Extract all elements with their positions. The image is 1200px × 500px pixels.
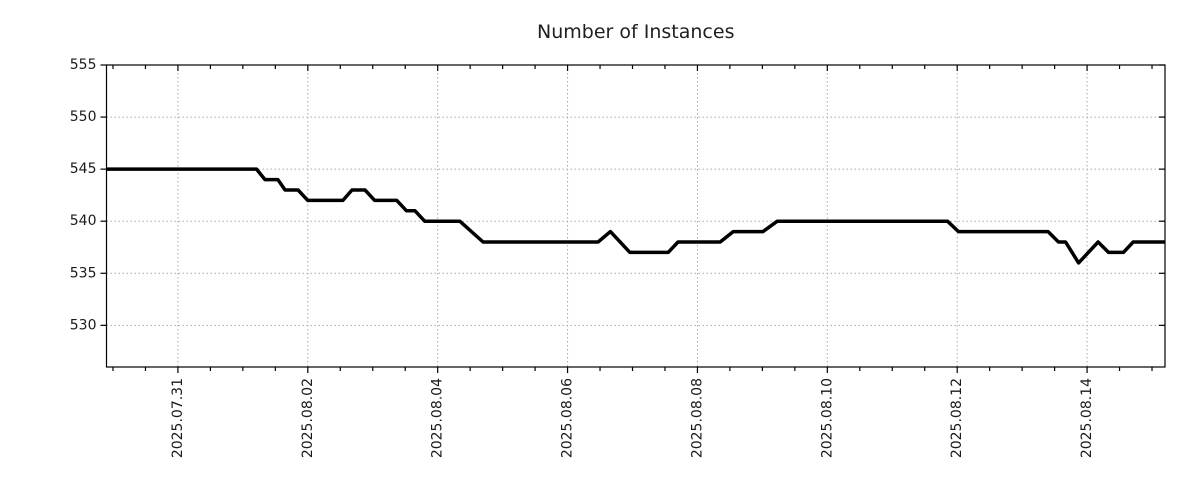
- x-tick-label: 2025.08.02: [300, 378, 316, 458]
- plot-border: [105, 64, 1166, 368]
- y-tick-label: 530: [70, 317, 97, 333]
- x-tick-label: 2025.08.06: [560, 378, 576, 458]
- series-layer: [106, 167, 1165, 265]
- tick-label-layer: 530 535 540 545 550 555 2025.07.31 2025.08.02 20…: [70, 57, 1095, 458]
- axis-layer: [100, 64, 1166, 373]
- chart-title: Number of Instances: [537, 21, 734, 43]
- x-tick-label: 2025.08.12: [949, 378, 965, 458]
- y-tick-label: 535: [70, 265, 97, 281]
- x-tick-label: 2025.08.10: [819, 378, 835, 458]
- x-tick-label: 2025.08.08: [689, 378, 705, 458]
- x-tick-label: 2025.08.04: [430, 378, 446, 458]
- series-line-instances: [106, 167, 1165, 265]
- y-tick-label: 555: [70, 57, 97, 73]
- x-tick-label: 2025.07.31: [170, 378, 186, 458]
- y-tick-label: 550: [70, 109, 97, 125]
- y-tick-label: 545: [70, 161, 97, 177]
- x-tick-label: 2025.08.14: [1079, 378, 1095, 458]
- y-tick-label: 540: [70, 213, 97, 229]
- grid-layer: [106, 65, 1165, 367]
